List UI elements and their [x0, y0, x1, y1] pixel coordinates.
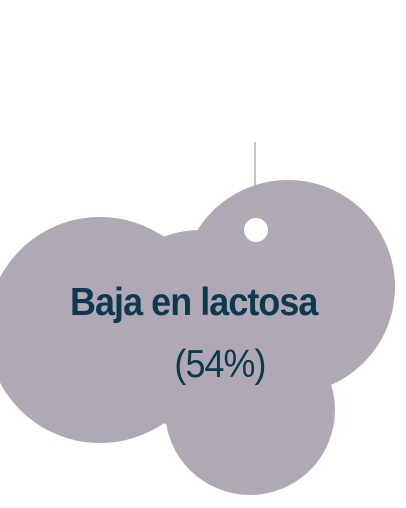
- tag-percentage: (54%): [174, 343, 266, 386]
- tag-hole: [244, 218, 268, 242]
- tag-label: Baja en lactosa: [70, 281, 318, 324]
- cloud-body: [0, 180, 395, 495]
